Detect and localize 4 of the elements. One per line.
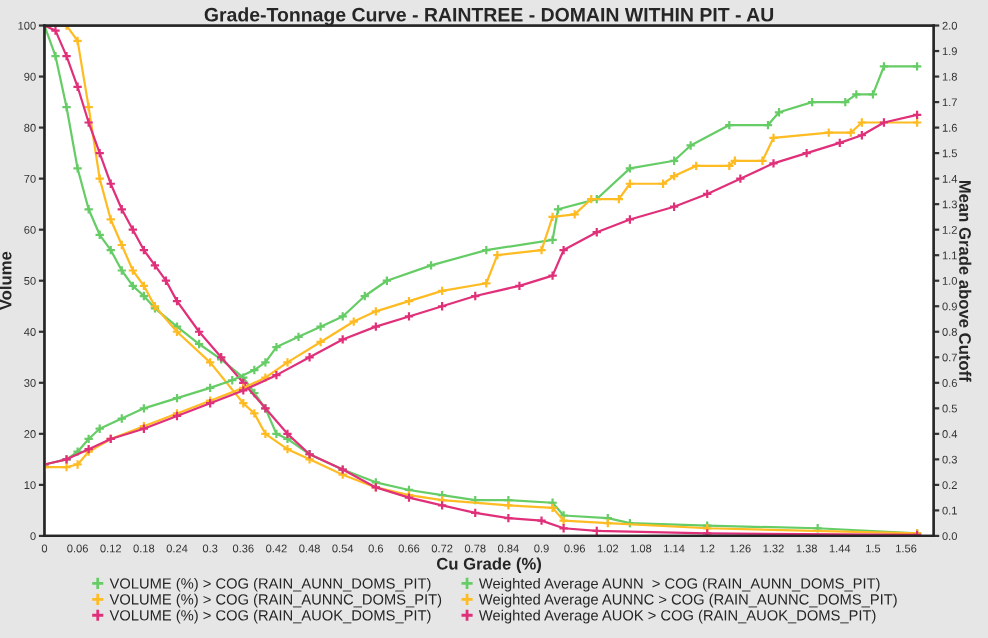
y2-axis-title: Mean Grade above Cutoff <box>959 180 972 382</box>
y-axis-title: Volume <box>0 251 12 311</box>
x-axis-title: Cu Grade (%) <box>436 557 542 573</box>
chart-title: Grade-Tonnage Curve - RAINTREE - DOMAIN WITHIN PIT - AU <box>204 7 774 26</box>
